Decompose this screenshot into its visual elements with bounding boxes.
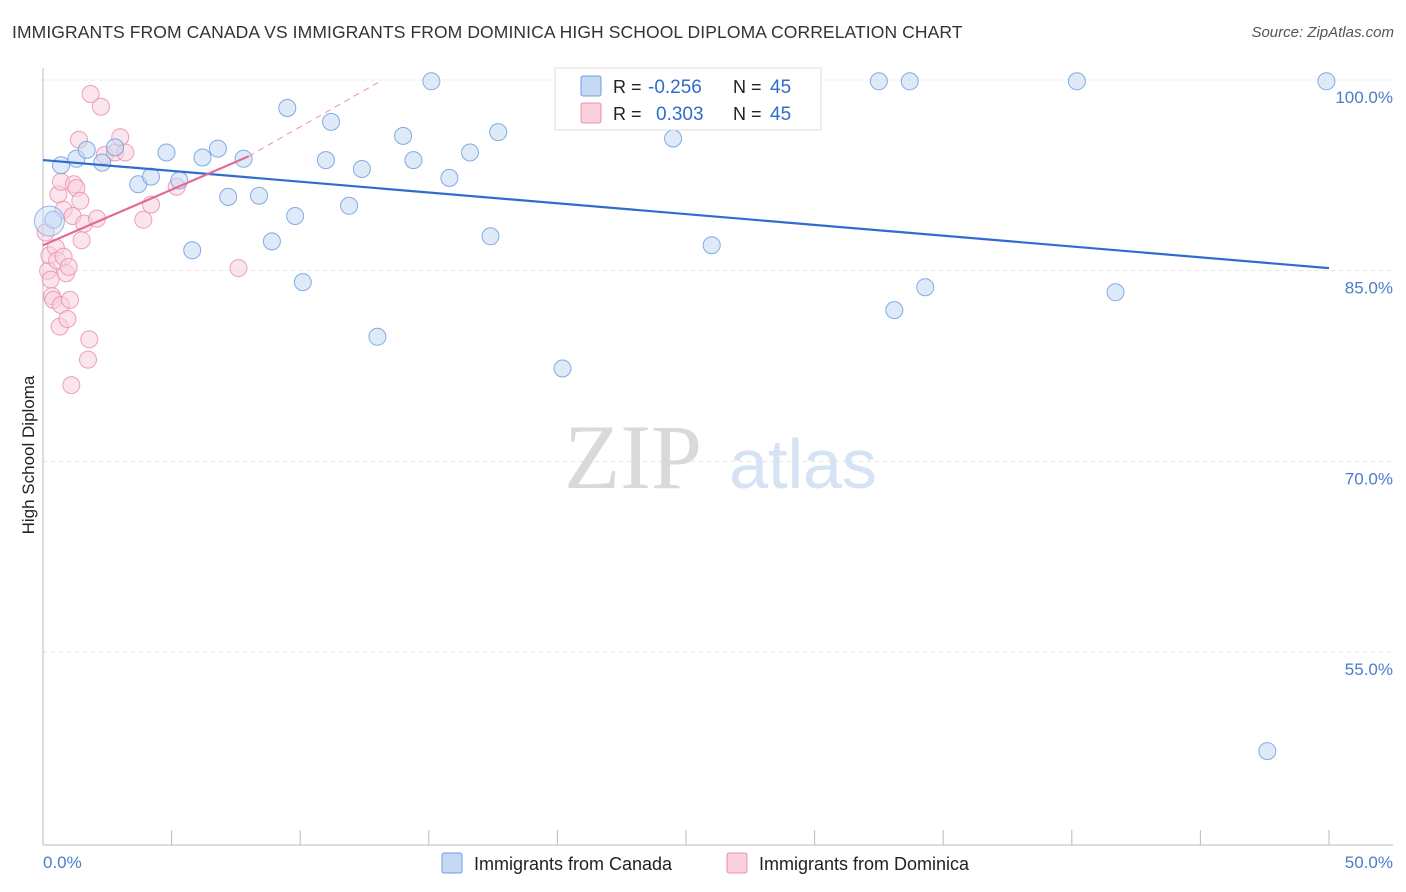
legend-swatch-dominica <box>580 102 602 124</box>
y-tick-label-1: 85.0% <box>1345 279 1393 298</box>
chart-source: Source: ZipAtlas.com <box>1251 24 1394 41</box>
stats-legend: R = -0.256 N = 45 R = 0.303 N = 45 <box>554 67 822 131</box>
canada-point-33 <box>664 129 683 148</box>
watermark-zip: ZIP <box>564 406 702 508</box>
canada-point-10 <box>183 241 202 260</box>
canada-point-30 <box>481 227 500 246</box>
canada-point-20 <box>316 151 335 170</box>
legend-n-label-dominica: N = <box>733 104 762 124</box>
canada-point-12 <box>208 139 227 158</box>
x-tick-label-max: 50.0% <box>1345 853 1393 872</box>
canada-point-4 <box>93 153 112 172</box>
y-axis-label: High School Diploma <box>19 375 38 534</box>
axes <box>42 68 1393 846</box>
legend-n-label-canada: N = <box>733 77 762 97</box>
canada-point-29 <box>461 143 479 162</box>
dominica-point-28 <box>81 85 100 103</box>
canada-point-39 <box>1067 72 1086 91</box>
trendlines <box>42 79 1330 270</box>
dominica-point-30 <box>91 97 110 116</box>
dominica-point-26 <box>79 350 97 369</box>
legend-n-value-dominica: 45 <box>770 104 791 125</box>
canada-point-18 <box>286 207 305 225</box>
legend-r-value-dominica: 0.303 <box>656 104 704 125</box>
legend-r-label-canada: R = <box>613 77 642 97</box>
canada-point-5 <box>106 138 124 157</box>
canada-point-28 <box>440 168 459 187</box>
dominica-point-27 <box>80 330 99 349</box>
canada-point-23 <box>352 160 371 178</box>
dominica-point-15 <box>58 310 77 328</box>
canada-point-24 <box>368 327 387 346</box>
canada-point-15 <box>250 186 268 205</box>
chart-title: IMMIGRANTS FROM CANADA VS IMMIGRANTS FRO… <box>12 22 963 42</box>
legend-swatch-canada <box>580 75 602 97</box>
watermark-atlas: atlas <box>729 425 877 503</box>
watermark: ZIP atlas <box>564 406 877 508</box>
series-legend: Immigrants from Canada Immigrants from D… <box>441 852 970 874</box>
legend-n-value-canada: 45 <box>770 77 791 98</box>
dominica-point-16 <box>59 257 78 276</box>
canada-point-31 <box>489 123 508 142</box>
y-tick-label-2: 70.0% <box>1345 469 1393 488</box>
x-tick-label-min: 0.0% <box>43 853 82 872</box>
series-legend-swatch-canada <box>441 852 463 874</box>
canada-point-34 <box>702 236 721 255</box>
y-tick-label-3: 55.0% <box>1345 660 1393 679</box>
dominica-point-23 <box>71 191 90 210</box>
legend-r-label-dominica: R = <box>613 104 642 124</box>
dominica-trendline <box>42 155 250 247</box>
series-legend-swatch-dominica <box>726 852 748 874</box>
dominica-point-17 <box>61 290 79 309</box>
x-ticks <box>42 830 1330 845</box>
series-legend-label-canada: Immigrants from Canada <box>474 854 673 874</box>
dominica-point-38 <box>229 259 248 278</box>
dominica-point-24 <box>72 231 91 250</box>
canada-point-16 <box>262 232 281 251</box>
canada-point-36 <box>885 301 904 320</box>
canada-point-37 <box>900 72 919 91</box>
canada-point-25 <box>394 126 413 145</box>
dominica-point-18 <box>62 376 81 395</box>
canada-point-35 <box>869 72 888 91</box>
canada-point-40 <box>1106 283 1125 302</box>
canada-point-17 <box>278 99 297 117</box>
canada-point-11 <box>193 148 212 167</box>
canada-point-42 <box>1317 72 1336 91</box>
dominica-point-3 <box>41 270 60 289</box>
canada-point-32 <box>553 359 572 378</box>
canada-series <box>33 72 1336 761</box>
dominica-point-35 <box>134 210 153 229</box>
canada-point-21 <box>322 112 341 131</box>
canada-point-8 <box>157 143 176 162</box>
canada-point-38 <box>916 278 935 297</box>
canada-point-41 <box>1258 742 1277 761</box>
canada-point-27 <box>422 72 441 91</box>
legend-r-value-canada: -0.256 <box>648 77 702 98</box>
canada-point-22 <box>340 196 359 215</box>
canada-point-19 <box>293 273 312 292</box>
y-tick-labels: 100.0% 85.0% 70.0% 55.0% <box>1335 88 1393 679</box>
canada-point-3 <box>77 140 96 159</box>
canada-point-13 <box>219 187 238 206</box>
canada-point-1 <box>52 156 70 175</box>
canada-point-0 <box>44 210 63 229</box>
dominica-series <box>36 85 248 395</box>
canada-trendline <box>42 158 1330 270</box>
canada-point-26 <box>404 151 423 170</box>
dominica-trendline-extension <box>248 79 383 157</box>
canada-point-cluster <box>33 205 65 237</box>
series-legend-label-dominica: Immigrants from Dominica <box>759 854 970 874</box>
y-tick-label-0: 100.0% <box>1335 88 1393 107</box>
